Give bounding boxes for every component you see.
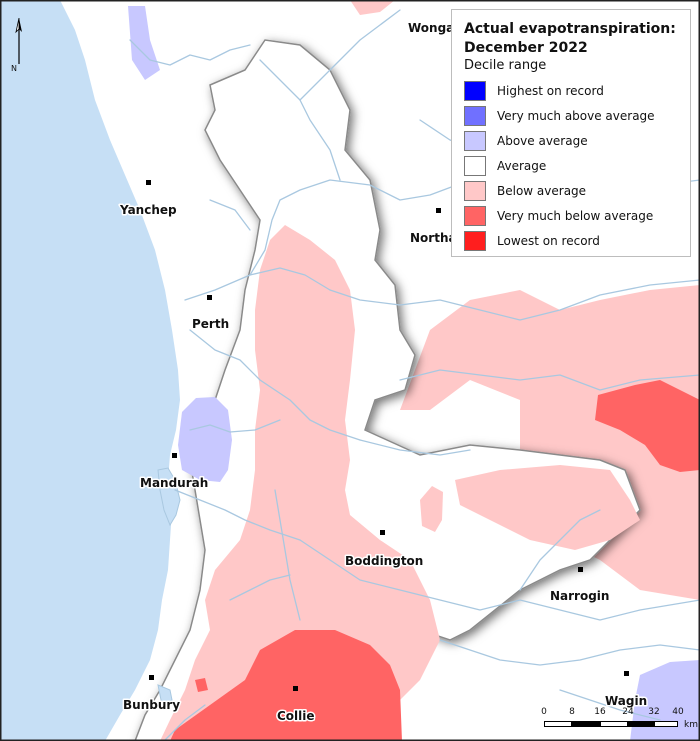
legend-swatch bbox=[464, 180, 486, 201]
town-marker-bunbury bbox=[149, 675, 154, 680]
legend-swatch bbox=[464, 155, 486, 176]
scale-segment bbox=[572, 721, 600, 727]
town-marker-northam bbox=[436, 208, 441, 213]
legend-label: Very much below average bbox=[497, 208, 654, 223]
scale-tick-8: 8 bbox=[569, 707, 575, 717]
legend: Actual evapotranspiration: December 2022… bbox=[451, 9, 691, 257]
scale-bar: 0 8 16 24 32 40 km bbox=[536, 707, 698, 733]
region-below-average-small bbox=[420, 486, 443, 532]
legend-label: Below average bbox=[497, 183, 587, 198]
north-arrow-label: N bbox=[11, 64, 17, 73]
scale-segment bbox=[544, 721, 572, 727]
scale-segment bbox=[654, 721, 678, 727]
town-label-bunbury: Bunbury bbox=[123, 698, 180, 712]
town-label-perth: Perth bbox=[192, 317, 229, 331]
legend-item-average: Average bbox=[464, 153, 680, 178]
legend-swatch bbox=[464, 230, 486, 251]
scale-tick-40: 40 bbox=[672, 707, 684, 717]
region-very-much-below-collie bbox=[170, 630, 402, 741]
legend-label: Average bbox=[497, 158, 547, 173]
ocean bbox=[0, 0, 180, 741]
legend-item-very-much-below: Very much below average bbox=[464, 203, 680, 228]
scale-tick-0: 0 bbox=[541, 707, 547, 717]
region-below-average-basin-east bbox=[455, 465, 640, 550]
legend-title-line1: Actual evapotranspiration: bbox=[464, 21, 676, 37]
legend-swatch bbox=[464, 130, 486, 151]
legend-subtitle: Decile range bbox=[464, 58, 547, 73]
legend-label: Very much above average bbox=[497, 108, 655, 123]
legend-title-line2: December 2022 bbox=[464, 40, 588, 56]
scale-segment bbox=[628, 721, 654, 727]
legend-swatch bbox=[464, 205, 486, 226]
legend-swatch bbox=[464, 105, 486, 126]
legend-label: Above average bbox=[497, 133, 588, 148]
legend-item-above: Above average bbox=[464, 128, 680, 153]
town-label-wagin: Wagin bbox=[605, 694, 647, 708]
legend-item-very-much-above: Very much above average bbox=[464, 103, 680, 128]
region-above-average-top bbox=[128, 6, 160, 80]
region-very-much-below-east bbox=[595, 380, 700, 472]
town-marker-perth bbox=[207, 295, 212, 300]
scale-segment bbox=[600, 721, 628, 727]
region-above-average-mandurah bbox=[178, 397, 232, 482]
town-label-narrogin: Narrogin bbox=[550, 589, 609, 603]
scale-tick-32: 32 bbox=[648, 707, 660, 717]
region-below-average-top bbox=[350, 0, 395, 15]
north-arrow-icon bbox=[15, 18, 22, 64]
north-arrow: N bbox=[9, 18, 23, 78]
legend-label: Highest on record bbox=[497, 83, 604, 98]
town-marker-boddington bbox=[380, 530, 385, 535]
region-above-average-wagin bbox=[630, 660, 700, 741]
town-label-collie: Collie bbox=[277, 709, 315, 723]
region-below-average-basin bbox=[160, 225, 440, 741]
legend-item-highest: Highest on record bbox=[464, 78, 680, 103]
scale-units: km bbox=[684, 720, 698, 730]
town-label-yanchep: Yanchep bbox=[119, 203, 177, 217]
leschenault-estuary bbox=[157, 684, 173, 706]
town-marker-mandurah bbox=[172, 453, 177, 458]
legend-label: Lowest on record bbox=[497, 233, 600, 248]
town-marker-collie bbox=[293, 686, 298, 691]
town-label-boddington: Boddington bbox=[345, 554, 423, 568]
town-marker-narrogin bbox=[578, 567, 583, 572]
town-marker-wagin bbox=[624, 671, 629, 676]
peel-inlet bbox=[157, 467, 181, 527]
legend-swatch bbox=[464, 80, 486, 101]
region-very-much-below-small bbox=[195, 678, 208, 692]
legend-item-lowest: Lowest on record bbox=[464, 228, 680, 253]
town-label-mandurah: Mandurah bbox=[140, 476, 208, 490]
town-marker-yanchep bbox=[146, 180, 151, 185]
legend-item-below: Below average bbox=[464, 178, 680, 203]
scale-tick-16: 16 bbox=[594, 707, 606, 717]
town-label-wongan: Wongan bbox=[408, 21, 463, 35]
scale-tick-24: 24 bbox=[622, 707, 634, 717]
